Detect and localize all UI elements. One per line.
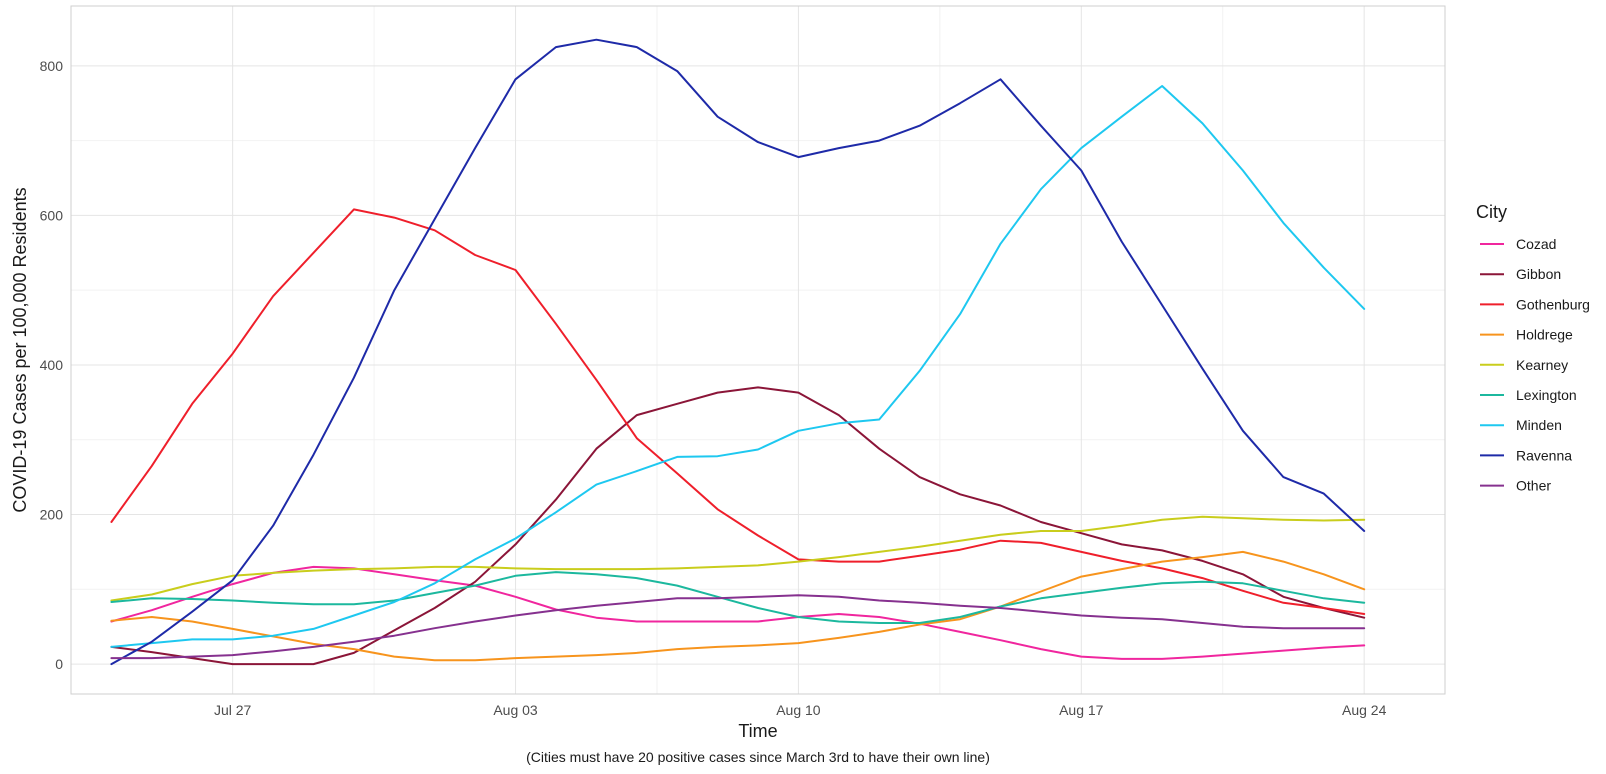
series-lines <box>110 38 1366 666</box>
x-axis-title: Time <box>738 721 777 741</box>
series-line-ravenna <box>110 38 1366 666</box>
y-tick-label: 600 <box>40 207 64 223</box>
legend: City Cozad Gibbon Gothenburg Holdrege Kearne… <box>1476 202 1590 494</box>
chart-caption: (Cities must have 20 positive cases sinc… <box>526 749 990 765</box>
x-tick-label: Aug 24 <box>1342 702 1387 718</box>
legend-label-cozad: Cozad <box>1516 236 1556 252</box>
series-line-other <box>110 594 1366 660</box>
series-line-kearney <box>110 515 1366 602</box>
x-tick-label: Aug 03 <box>493 702 538 718</box>
y-axis-title: COVID-19 Cases per 100,000 Residents <box>10 187 30 512</box>
series-line-holdrege <box>110 550 1366 662</box>
x-tick-label: Aug 10 <box>776 702 821 718</box>
x-tick-label: Aug 17 <box>1059 702 1104 718</box>
major-gridlines <box>71 6 1445 694</box>
legend-label-minden: Minden <box>1516 417 1562 433</box>
series-line-gothenburg <box>110 208 1366 615</box>
legend-title: City <box>1476 202 1507 222</box>
y-tick-label: 200 <box>40 507 64 523</box>
series-line-lexington <box>110 571 1366 624</box>
x-axis-tick-labels: Jul 27 Aug 03 Aug 10 Aug 17 Aug 24 <box>214 702 1387 718</box>
legend-label-lexington: Lexington <box>1516 387 1577 403</box>
plot-panel-border <box>70 5 1446 695</box>
legend-label-other: Other <box>1516 478 1551 494</box>
y-tick-label: 0 <box>55 656 63 672</box>
legend-label-holdrege: Holdrege <box>1516 327 1573 343</box>
series-line-minden <box>110 85 1366 648</box>
minor-gridlines <box>71 6 1445 694</box>
y-axis-tick-labels: 0 200 400 600 800 <box>40 58 64 672</box>
series-line-gibbon <box>110 386 1366 666</box>
y-tick-label: 400 <box>40 357 64 373</box>
legend-label-gothenburg: Gothenburg <box>1516 296 1590 312</box>
legend-label-kearney: Kearney <box>1516 357 1568 373</box>
legend-label-ravenna: Ravenna <box>1516 447 1572 463</box>
legend-items: Cozad Gibbon Gothenburg Holdrege Kearney Lexi… <box>1480 236 1590 494</box>
legend-label-gibbon: Gibbon <box>1516 266 1561 282</box>
x-tick-label: Jul 27 <box>214 702 252 718</box>
series-line-cozad <box>110 565 1366 660</box>
y-tick-label: 800 <box>40 58 64 74</box>
